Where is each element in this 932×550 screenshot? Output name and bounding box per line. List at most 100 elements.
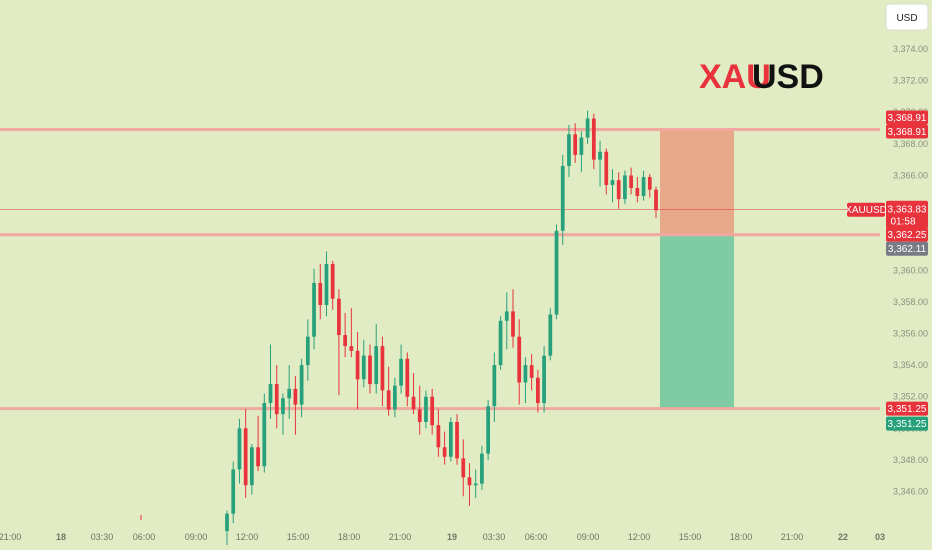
candle — [585, 110, 590, 144]
candle-body — [430, 396, 435, 426]
candle-body — [591, 118, 596, 160]
candle-body — [380, 346, 385, 391]
candle — [349, 308, 354, 358]
candle-body — [343, 335, 347, 347]
y-tick-label: 3,374.00 — [893, 44, 928, 54]
candle-body — [610, 180, 615, 185]
candle-body — [281, 398, 285, 415]
candle — [523, 357, 528, 404]
candle — [616, 172, 621, 209]
candle-body — [386, 390, 391, 410]
level-price-tag: 3,351.25 — [886, 401, 928, 416]
candle-body — [268, 384, 273, 404]
level-price-tag-bg — [886, 401, 928, 416]
symbol-tag-bg — [847, 202, 885, 217]
candle-body — [492, 365, 497, 407]
x-tick-label: 12:00 — [628, 532, 651, 542]
candle-body — [256, 447, 260, 467]
candle — [318, 263, 323, 320]
y-tick-label: 3,368.00 — [893, 139, 928, 149]
candle — [610, 169, 615, 203]
candle — [504, 292, 509, 350]
watermark-usd: USD — [752, 58, 824, 96]
candle-body — [411, 396, 416, 410]
candle-body — [548, 314, 553, 356]
level-price-tag-bg — [886, 241, 928, 256]
x-tick-label: 15:00 — [679, 532, 702, 542]
candle-body — [250, 447, 254, 486]
candle-body — [448, 422, 453, 457]
level-price-tag-bg — [886, 110, 928, 125]
candle — [262, 393, 267, 473]
y-tick-label: 3,354.00 — [893, 360, 928, 370]
level-price-value: 3,362.11 — [888, 244, 927, 255]
level-price-tag: 3,351.25 — [886, 416, 928, 431]
candle — [417, 385, 422, 435]
x-tick-label: 03 — [875, 532, 885, 542]
candle-body — [573, 134, 578, 155]
candle — [250, 444, 254, 495]
x-tick-label: 18:00 — [730, 532, 753, 542]
candle-body — [349, 346, 354, 351]
candle — [393, 377, 397, 418]
candle — [324, 251, 329, 317]
candle-body — [237, 428, 242, 470]
candle — [480, 445, 484, 490]
candle — [448, 417, 453, 462]
candle-body — [274, 384, 279, 415]
candle — [542, 346, 546, 413]
candle-body — [473, 483, 478, 486]
candle — [629, 167, 633, 195]
candle — [281, 393, 285, 435]
level-price-tag-bg — [886, 124, 928, 139]
candle — [330, 260, 335, 310]
candle-body — [598, 151, 602, 160]
x-tick-label: 03:30 — [483, 532, 506, 542]
x-tick-label: 18:00 — [338, 532, 361, 542]
x-axis: 21:00 18 03:30 06:00 09:00 12:00 15:00 18:00 21:… — [0, 532, 885, 542]
candle-body — [604, 151, 609, 185]
candle — [654, 186, 658, 219]
candle-body — [262, 403, 267, 467]
candle-body — [436, 425, 441, 448]
candle — [455, 414, 459, 465]
level-price-tag: 3,362.25 — [886, 227, 928, 242]
candle-body — [480, 453, 484, 484]
x-tick-label: 21:00 — [389, 532, 412, 542]
candle — [604, 148, 609, 195]
candle-body — [305, 336, 310, 366]
candle — [399, 344, 403, 394]
candle-body — [647, 177, 652, 190]
candle-body — [560, 165, 565, 231]
candle — [424, 390, 428, 429]
currency-button-label[interactable]: USD — [896, 13, 917, 24]
y-tick-label: 3,356.00 — [893, 328, 928, 338]
candle-body — [330, 263, 335, 299]
candle-body — [318, 282, 323, 306]
candle — [361, 339, 366, 388]
level-price-tag-bg — [886, 416, 928, 431]
currency-button[interactable]: USD — [885, 3, 929, 31]
candles — [140, 110, 658, 546]
candle-body — [616, 180, 621, 200]
level-price-value: 3,362.25 — [888, 230, 927, 241]
y-tick-label: 3,348.00 — [893, 455, 928, 465]
level-price-value: 3,368.91 — [888, 113, 927, 124]
y-tick-label: 3,366.00 — [893, 170, 928, 180]
current-price-tag-bg — [886, 200, 928, 229]
candle-body — [635, 188, 640, 196]
candle — [436, 409, 441, 457]
candle — [641, 170, 646, 201]
candle — [573, 123, 578, 163]
candle-body — [504, 311, 509, 321]
x-tick-label: 06:00 — [133, 532, 156, 542]
candle — [268, 344, 273, 419]
candle-body — [629, 175, 633, 189]
x-tick-label: 15:00 — [287, 532, 310, 542]
candle — [517, 319, 522, 405]
horizontal-levels — [0, 127, 880, 411]
